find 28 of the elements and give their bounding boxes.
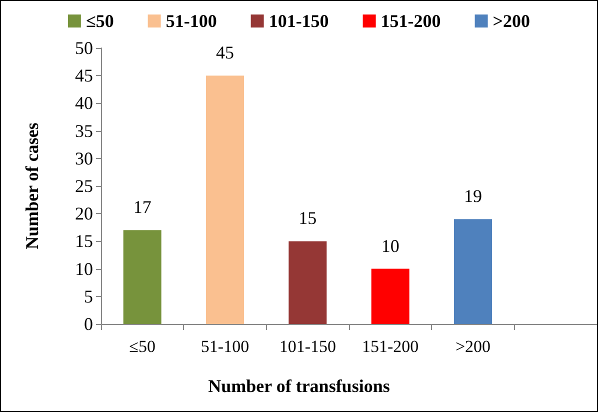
data-label: 10 [381,236,400,256]
legend-label: >200 [492,11,530,31]
x-tick-label: 101-150 [279,337,336,356]
x-tick-label: ≤50 [129,337,156,356]
x-axis-title: Number of transfusions [208,376,390,396]
data-label: 17 [133,197,152,218]
y-tick-label: 20 [75,204,93,224]
x-tick-label: 151-200 [362,337,419,356]
legend-label: 151-200 [380,11,441,31]
y-tick-label: 50 [75,38,93,58]
y-tick-label: 0 [84,314,93,334]
y-tick-label: 10 [75,258,93,279]
y-tick-label: 45 [75,66,93,86]
y-axis-title: Number of cases [22,122,42,250]
y-tick-label: 40 [75,93,93,114]
x-tick-label: >200 [455,337,491,356]
data-label: 15 [298,208,317,228]
y-tick-label: 30 [75,148,93,168]
y-tick-label: 15 [75,231,93,252]
legend-label: 101-150 [268,11,329,31]
data-label: 19 [464,186,482,206]
legend-label: ≤50 [86,11,114,31]
x-tick-label: 51-100 [200,337,250,356]
y-tick-label: 25 [75,176,93,196]
legend-label: 51-100 [166,11,217,31]
y-tick-label: 35 [75,120,93,141]
data-label: 45 [216,42,234,63]
y-tick-label: 5 [84,286,93,306]
